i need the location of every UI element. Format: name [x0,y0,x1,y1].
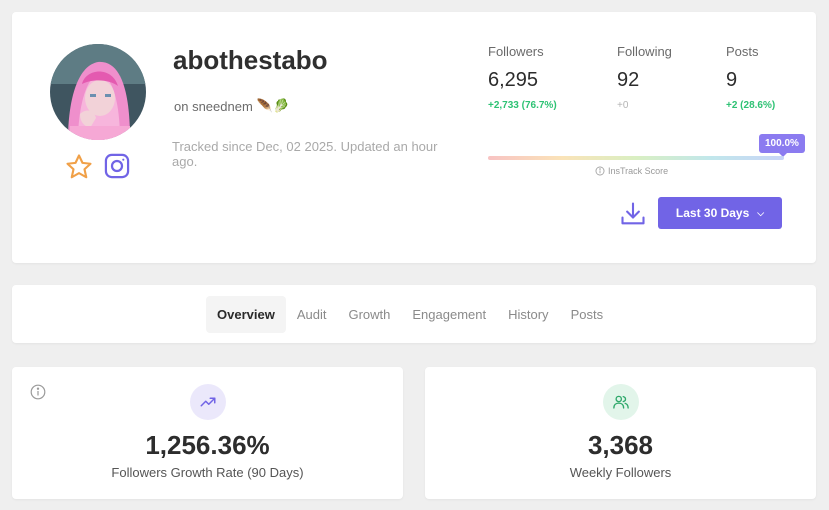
following-stat: Following 92 +0 [617,44,672,111]
profile-card: abothestabo on sneednem 🪶🥬 Tracked since… [12,12,816,263]
following-delta: +0 [617,100,629,111]
tab-bar: Overview Audit Growth Engagement History… [206,296,614,333]
growth-rate-value: 1,256.36% [145,430,270,460]
tab-posts[interactable]: Posts [570,307,604,322]
users-icon [602,384,639,420]
tab-growth[interactable]: Growth [348,307,391,322]
tab-overview[interactable]: Overview [206,296,286,333]
tabs-card: Overview Audit Growth Engagement History… [12,285,816,343]
followers-delta: +2,733 (76.7%) [488,100,557,111]
date-range-button[interactable]: Last 30 Days ⌵ [658,197,782,229]
weekly-followers-label: Weekly Followers [569,465,672,480]
download-icon [621,202,645,225]
posts-value: 9 [726,69,738,91]
tracked-since-text: Tracked since Dec, 02 2025. Updated an h… [172,139,438,169]
platform-line: on sneednem 🪶🥬 [174,98,289,114]
info-icon [595,166,605,176]
tab-audit[interactable]: Audit [296,307,327,322]
following-value: 92 [617,69,640,91]
info-icon[interactable] [30,384,46,400]
posts-label: Posts [726,44,759,59]
platform-text: on sneednem [174,98,253,114]
star-icon[interactable] [64,152,94,182]
date-range-label: Last 30 Days [675,206,750,220]
followers-value: 6,295 [488,69,539,91]
chevron-down-icon: ⌵ [757,207,765,218]
download-button[interactable] [619,200,647,228]
weekly-followers-card: 3,368 Weekly Followers [425,367,816,499]
followers-label: Followers [488,44,544,59]
growth-rate-card: 1,256.36% Followers Growth Rate (90 Days… [12,367,403,499]
growth-rate-label: Followers Growth Rate (90 Days) [111,465,304,480]
avatar [50,44,146,140]
posts-delta: +2 (28.6%) [726,100,776,111]
tab-history[interactable]: History [508,307,549,322]
followers-stat: Followers 6,295 +2,733 (76.7%) [488,44,557,111]
profile-emojis: 🪶🥬 [256,98,290,113]
score-bar [488,156,784,160]
tab-engagement[interactable]: Engagement [412,307,487,322]
weekly-followers-value: 3,368 [587,430,654,460]
score-badge: 100.0% [759,134,805,157]
instagram-icon[interactable] [103,152,131,180]
trending-up-icon [189,384,226,420]
score-label: InsTrack Score [595,166,668,176]
username: abothestabo [173,45,328,75]
score-label-text: InsTrack Score [608,166,669,176]
posts-stat: Posts 9 +2 (28.6%) [726,44,775,111]
following-label: Following [617,44,672,59]
